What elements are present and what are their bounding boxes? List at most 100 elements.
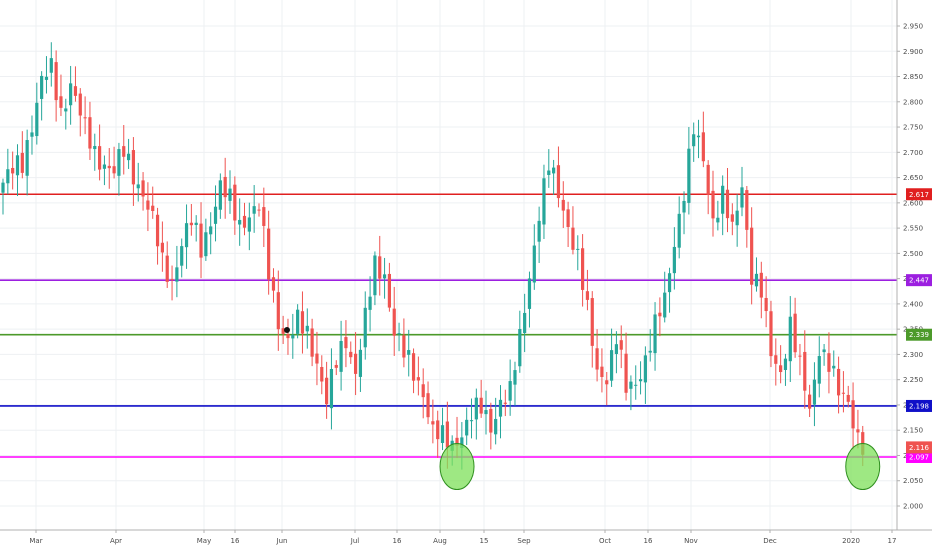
candle-body: [88, 117, 92, 149]
candle-body: [155, 214, 160, 247]
candle-body: [571, 227, 575, 250]
candle-body: [672, 246, 676, 274]
candle-body: [223, 176, 227, 198]
candle-body: [552, 167, 556, 174]
x-tick-label: Oct: [599, 537, 611, 545]
price-badge-label: 2.447: [909, 277, 929, 285]
candle-body: [605, 380, 609, 385]
y-tick-label: 2.850: [903, 73, 923, 81]
candle-body: [846, 394, 850, 402]
candle-body: [35, 102, 39, 137]
candle-body: [561, 199, 565, 211]
candle-body: [494, 418, 498, 435]
y-tick-label: 2.650: [903, 174, 923, 182]
candle-body: [716, 217, 720, 223]
candle-body: [576, 248, 580, 250]
x-tick-label: Mar: [29, 537, 42, 545]
candle-body: [344, 337, 348, 349]
candle-body: [841, 392, 846, 394]
price-badge: [906, 274, 932, 287]
candle-body: [426, 393, 430, 418]
candle-body: [107, 165, 111, 169]
candle-body: [271, 277, 276, 291]
candle-body: [6, 169, 10, 184]
price-badge: [906, 328, 932, 341]
candle-body: [581, 248, 585, 290]
candle-body: [49, 58, 53, 73]
candle-body: [411, 353, 416, 381]
candle-body: [474, 397, 478, 420]
candle-body: [754, 273, 759, 287]
candle-body: [692, 134, 696, 147]
candle-body: [740, 187, 744, 208]
candle-body: [300, 311, 305, 334]
x-tick-label: 15: [480, 537, 489, 545]
candle-body: [537, 220, 541, 242]
y-tick-label: 2.050: [903, 477, 923, 485]
candle-body: [98, 146, 102, 170]
y-tick-label: 2.150: [903, 427, 923, 435]
candle-body: [262, 207, 266, 226]
x-tick-label: May: [197, 537, 211, 545]
candle-body: [358, 349, 363, 377]
x-tick-label: 16: [644, 537, 653, 545]
candle-body: [131, 150, 136, 185]
candle-body: [257, 209, 261, 211]
price-badge-label: 2.617: [909, 191, 929, 199]
candle-body: [484, 410, 488, 415]
candle-body: [653, 314, 657, 354]
candle-body: [329, 369, 334, 409]
candle-body: [112, 166, 116, 174]
candle-body: [629, 381, 633, 389]
price-badge: [906, 441, 932, 454]
candle-body: [64, 108, 68, 112]
price-badge-label: 2.116: [909, 444, 930, 452]
candle-body: [687, 148, 691, 203]
candle-body: [44, 76, 49, 80]
candle-body: [184, 223, 189, 248]
candle-body: [440, 425, 445, 444]
candle-body: [523, 312, 527, 333]
candle-body: [151, 205, 155, 211]
candle-body: [247, 217, 251, 232]
candle-body: [556, 165, 561, 199]
candle-body: [832, 365, 836, 369]
candle-body: [638, 379, 643, 382]
candle-body: [228, 188, 232, 201]
candle-body: [634, 384, 638, 386]
candle-body: [416, 377, 420, 381]
highlight-circles: [439, 443, 881, 491]
candle-body: [233, 184, 237, 221]
y-tick-label: 2.950: [903, 23, 923, 31]
y-tick-label: 2.500: [903, 250, 923, 258]
candle-body: [431, 421, 435, 425]
event-marker: [284, 327, 290, 333]
candle-body: [619, 340, 623, 350]
candle-body: [40, 75, 44, 99]
price-badge: [906, 399, 932, 412]
price-badge: [906, 450, 932, 463]
candle-body: [421, 384, 425, 398]
candle-body: [387, 273, 391, 308]
candle-body: [518, 329, 522, 367]
candle-body: [276, 292, 280, 330]
candle-body: [93, 146, 97, 150]
candle-body: [513, 370, 517, 385]
candle-body: [822, 349, 826, 353]
candle-body: [677, 213, 681, 248]
candle-body: [779, 365, 783, 373]
candle-body: [532, 245, 536, 283]
candle-body: [851, 400, 855, 429]
candle-body: [856, 429, 860, 433]
candle-body: [11, 167, 15, 174]
candle-body: [194, 222, 198, 225]
y-tick-label: 2.550: [903, 225, 923, 233]
candle-body: [667, 273, 672, 293]
price-badge-label: 2.339: [909, 331, 929, 339]
x-tick-label: Dec: [763, 537, 777, 545]
candle-body: [238, 219, 242, 225]
candle-body: [706, 164, 710, 195]
candle-body: [291, 334, 295, 339]
candle-body: [658, 312, 662, 317]
